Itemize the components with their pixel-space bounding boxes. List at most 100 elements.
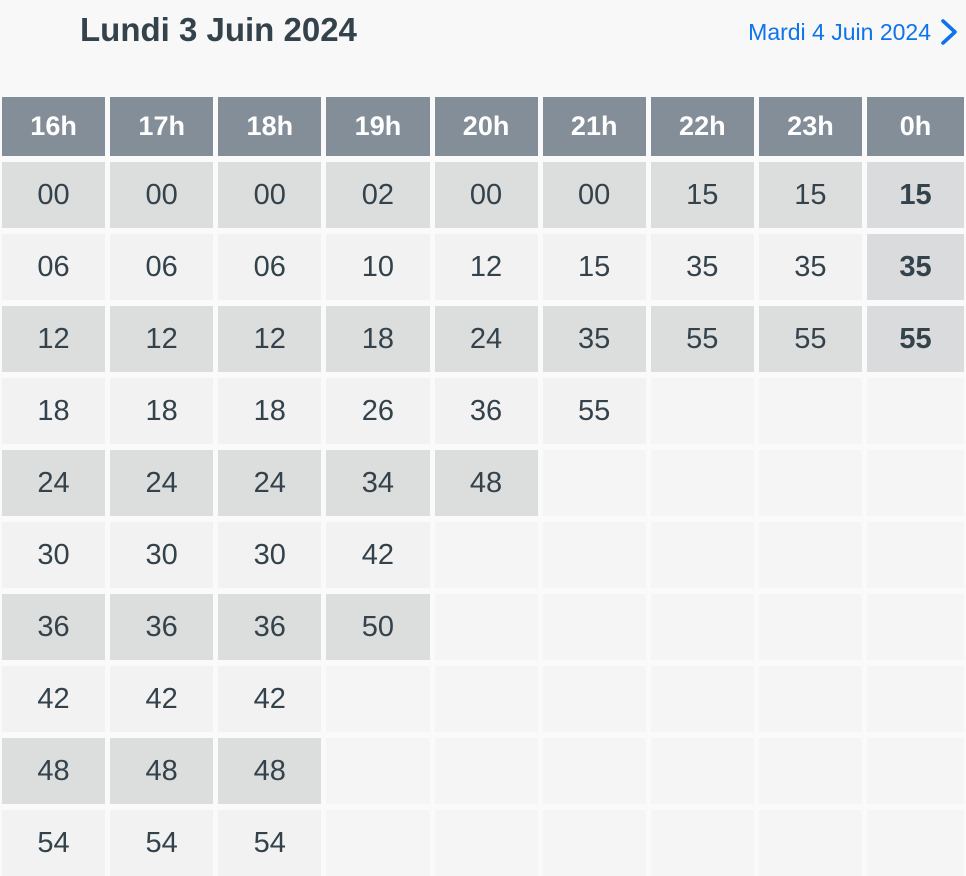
empty-cell: [758, 522, 862, 588]
hour-header-19h: 19h: [326, 97, 430, 156]
empty-cell: [650, 378, 754, 444]
time-cell-18h-12: 12: [218, 306, 322, 372]
empty-cell: [434, 666, 538, 732]
time-cell-0h-15: 15: [867, 162, 964, 228]
hour-header-18h: 18h: [218, 97, 322, 156]
empty-cell: [434, 594, 538, 660]
time-cell-18h-48: 48: [218, 738, 322, 804]
time-cell-22h-55: 55: [650, 306, 754, 372]
time-cell-16h-54: 54: [2, 810, 106, 876]
empty-cell: [326, 738, 430, 804]
time-cell-18h-54: 54: [218, 810, 322, 876]
empty-cell: [867, 522, 964, 588]
empty-cell: [650, 450, 754, 516]
time-cell-16h-24: 24: [2, 450, 106, 516]
empty-cell: [758, 666, 862, 732]
empty-cell: [542, 810, 646, 876]
time-cell-17h-42: 42: [110, 666, 214, 732]
empty-cell: [434, 522, 538, 588]
time-cell-19h-18: 18: [326, 306, 430, 372]
chevron-right-icon: [940, 18, 958, 46]
time-cell-19h-42: 42: [326, 522, 430, 588]
next-day-label: Mardi 4 Juin 2024: [748, 18, 931, 45]
empty-cell: [758, 810, 862, 876]
time-cell-17h-18: 18: [110, 378, 214, 444]
hour-header-17h: 17h: [110, 97, 214, 156]
time-cell-16h-30: 30: [2, 522, 106, 588]
empty-cell: [650, 594, 754, 660]
time-cell-17h-54: 54: [110, 810, 214, 876]
time-cell-16h-42: 42: [2, 666, 106, 732]
time-cell-19h-26: 26: [326, 378, 430, 444]
empty-cell: [867, 594, 964, 660]
time-cell-21h-55: 55: [542, 378, 646, 444]
time-cell-22h-35: 35: [650, 234, 754, 300]
time-cell-19h-50: 50: [326, 594, 430, 660]
time-cell-0h-55: 55: [867, 306, 964, 372]
empty-cell: [326, 666, 430, 732]
hour-header-20h: 20h: [434, 97, 538, 156]
time-cell-19h-02: 02: [326, 162, 430, 228]
time-cell-18h-42: 42: [218, 666, 322, 732]
time-cell-20h-36: 36: [434, 378, 538, 444]
empty-cell: [434, 738, 538, 804]
empty-cell: [542, 522, 646, 588]
empty-cell: [867, 450, 964, 516]
empty-cell: [867, 810, 964, 876]
empty-cell: [542, 666, 646, 732]
hour-header-0h: 0h: [867, 97, 964, 156]
time-cell-16h-00: 00: [2, 162, 106, 228]
empty-cell: [650, 810, 754, 876]
empty-cell: [650, 666, 754, 732]
empty-cell: [867, 378, 964, 444]
time-cell-19h-10: 10: [326, 234, 430, 300]
time-cell-22h-15: 15: [650, 162, 754, 228]
time-cell-0h-35: 35: [867, 234, 964, 300]
time-cell-20h-12: 12: [434, 234, 538, 300]
hour-header-16h: 16h: [2, 97, 106, 156]
time-cell-17h-48: 48: [110, 738, 214, 804]
empty-cell: [326, 810, 430, 876]
time-cell-20h-48: 48: [434, 450, 538, 516]
time-cell-17h-36: 36: [110, 594, 214, 660]
empty-cell: [867, 666, 964, 732]
time-cell-23h-15: 15: [758, 162, 862, 228]
time-cell-16h-48: 48: [2, 738, 106, 804]
empty-cell: [542, 450, 646, 516]
time-cell-18h-24: 24: [218, 450, 322, 516]
date-navigation-bar: Lundi 3 Juin 2024 Mardi 4 Juin 2024: [0, 0, 966, 97]
next-day-link[interactable]: Mardi 4 Juin 2024: [748, 18, 958, 46]
time-cell-16h-06: 06: [2, 234, 106, 300]
empty-cell: [758, 594, 862, 660]
time-cell-18h-30: 30: [218, 522, 322, 588]
time-cell-16h-12: 12: [2, 306, 106, 372]
time-cell-18h-36: 36: [218, 594, 322, 660]
hour-header-22h: 22h: [650, 97, 754, 156]
empty-cell: [758, 450, 862, 516]
time-cell-17h-30: 30: [110, 522, 214, 588]
time-cell-17h-12: 12: [110, 306, 214, 372]
empty-cell: [650, 522, 754, 588]
hour-header-21h: 21h: [542, 97, 646, 156]
time-cell-19h-34: 34: [326, 450, 430, 516]
time-cell-16h-18: 18: [2, 378, 106, 444]
empty-cell: [542, 594, 646, 660]
time-cell-17h-00: 00: [110, 162, 214, 228]
time-cell-21h-35: 35: [542, 306, 646, 372]
time-cell-23h-35: 35: [758, 234, 862, 300]
time-cell-21h-15: 15: [542, 234, 646, 300]
empty-cell: [542, 738, 646, 804]
time-cell-18h-00: 00: [218, 162, 322, 228]
time-cell-18h-06: 06: [218, 234, 322, 300]
time-cell-17h-06: 06: [110, 234, 214, 300]
empty-cell: [758, 378, 862, 444]
time-cell-21h-00: 00: [542, 162, 646, 228]
timetable-grid: 16h 17h 18h 19h 20h 21h 22h 23h 0h 00 00 00 02 00 00 15…: [0, 97, 966, 876]
empty-cell: [867, 738, 964, 804]
time-cell-20h-24: 24: [434, 306, 538, 372]
empty-cell: [758, 738, 862, 804]
hour-header-23h: 23h: [758, 97, 862, 156]
time-cell-18h-18: 18: [218, 378, 322, 444]
time-cell-17h-24: 24: [110, 450, 214, 516]
page-title: Lundi 3 Juin 2024: [80, 11, 357, 48]
